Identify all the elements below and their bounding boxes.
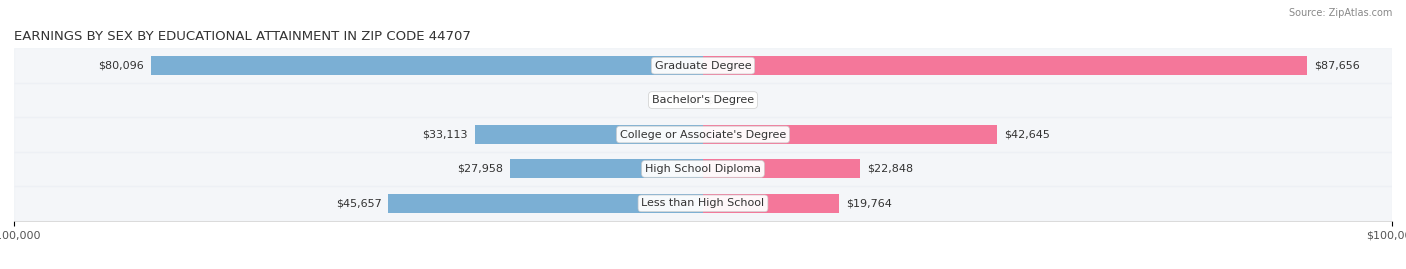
Text: College or Associate's Degree: College or Associate's Degree: [620, 129, 786, 140]
Text: $33,113: $33,113: [422, 129, 468, 140]
Bar: [152, 56, 703, 75]
Bar: [14, 83, 1392, 117]
Bar: [475, 125, 703, 144]
Bar: [14, 117, 1392, 152]
Bar: [14, 48, 1392, 83]
Bar: [703, 194, 839, 213]
Text: $27,958: $27,958: [457, 164, 503, 174]
Text: $19,764: $19,764: [846, 198, 891, 208]
Text: Graduate Degree: Graduate Degree: [655, 61, 751, 71]
Bar: [14, 186, 1392, 221]
Text: $42,645: $42,645: [1004, 129, 1049, 140]
Text: $45,657: $45,657: [336, 198, 381, 208]
Text: High School Diploma: High School Diploma: [645, 164, 761, 174]
Bar: [703, 56, 1308, 75]
Bar: [703, 160, 860, 178]
Text: EARNINGS BY SEX BY EDUCATIONAL ATTAINMENT IN ZIP CODE 44707: EARNINGS BY SEX BY EDUCATIONAL ATTAINMEN…: [14, 30, 471, 43]
Text: $0: $0: [706, 95, 720, 105]
Bar: [703, 125, 997, 144]
Text: Bachelor's Degree: Bachelor's Degree: [652, 95, 754, 105]
Text: Source: ZipAtlas.com: Source: ZipAtlas.com: [1288, 8, 1392, 18]
Text: $22,848: $22,848: [868, 164, 914, 174]
Text: $80,096: $80,096: [98, 61, 145, 71]
Text: Less than High School: Less than High School: [641, 198, 765, 208]
Bar: [388, 194, 703, 213]
Bar: [14, 152, 1392, 186]
Text: $87,656: $87,656: [1313, 61, 1360, 71]
Text: $0: $0: [686, 95, 700, 105]
Bar: [510, 160, 703, 178]
